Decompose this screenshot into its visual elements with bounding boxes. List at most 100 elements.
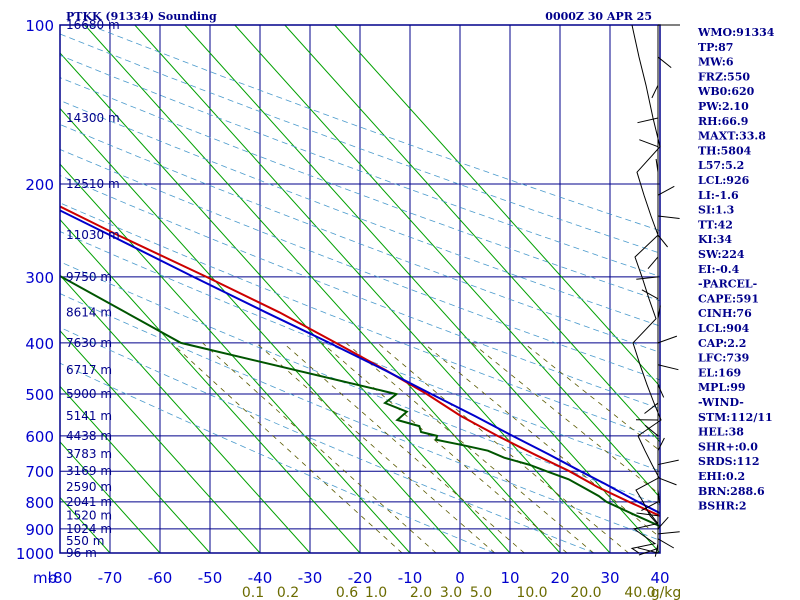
wind-profile [630, 24, 680, 557]
mixing-ratio-line [255, 342, 496, 553]
dry-adiabat-line [60, 148, 660, 381]
dry-adiabat-line [60, 54, 660, 277]
index-value: SHR+:0.0 [698, 440, 758, 453]
mixing-ratio-label: 0.6 [336, 585, 358, 600]
mixing-ratio-label: 1.0 [365, 585, 387, 600]
wind-barb [657, 531, 680, 535]
wind-barb [636, 276, 659, 280]
wind-barb [641, 501, 659, 511]
height-label: 9750 m [66, 270, 112, 284]
pressure-tick-label: 1000 [16, 545, 54, 563]
wind-barb [657, 384, 665, 398]
height-label: 4438 m [66, 429, 112, 443]
skewed-isotherm [60, 163, 411, 553]
pressure-tick-label: 300 [25, 269, 54, 287]
sounding-curves [60, 205, 660, 528]
dry-adiabat-line [60, 77, 660, 302]
temperature-tick-label: -60 [148, 569, 173, 587]
index-value: CAP:2.2 [698, 337, 746, 350]
temperature-tick-label: -30 [298, 569, 323, 587]
wind-barb [657, 56, 672, 68]
mixing-ratio-line [345, 342, 594, 553]
height-label: 8614 m [66, 305, 112, 319]
parcel-line [60, 209, 660, 515]
temperature-tick-label: 0 [455, 569, 465, 587]
wind-barb [636, 512, 659, 517]
height-label: 6717 m [66, 363, 112, 377]
mixing-ratio-line [171, 342, 403, 553]
mixing-ratio-label: 0.1 [242, 585, 264, 600]
temperature-tick-label: -20 [348, 569, 373, 587]
index-value: HEL:38 [698, 426, 744, 439]
index-value: SW:224 [698, 248, 745, 261]
skewed-isotherm [60, 441, 161, 553]
dry-adiabat-line [60, 326, 595, 553]
wind-speed-trace [630, 24, 662, 554]
pressure-tick-label: 600 [25, 428, 54, 446]
index-value: TP:87 [698, 41, 733, 54]
index-value: LCL:904 [698, 322, 750, 335]
temperature-line [60, 205, 660, 517]
height-label: 16680 m [66, 18, 120, 32]
mixing-ratio-line [423, 342, 660, 538]
index-value: LFC:739 [698, 352, 749, 365]
index-value: CINH:76 [698, 307, 752, 320]
mixing-ratio-label: 2.0 [410, 585, 432, 600]
dry-adiabat-line [60, 124, 660, 353]
mixing-ratio-label: 40.0 [624, 585, 655, 600]
skewed-isotherm [134, 25, 611, 553]
temperature-tick-label: -70 [98, 569, 123, 587]
height-label: 2590 m [66, 480, 112, 494]
wind-barb [644, 402, 659, 414]
wind-barb [641, 289, 659, 300]
dry-adiabat-line [88, 25, 660, 232]
temperature-tick-label: 10 [500, 569, 519, 587]
wind-barb [655, 158, 659, 173]
pressure-unit-label: mb [33, 569, 57, 587]
wind-barb [657, 459, 679, 466]
skewed-isotherm [60, 385, 211, 553]
wind-barb [657, 490, 660, 504]
wind-barb [657, 538, 675, 549]
index-value: BRN:288.6 [698, 485, 765, 498]
index-value: EHI:0.2 [698, 470, 745, 483]
height-label: 7630 m [66, 336, 112, 350]
index-value: MAXT:33.8 [698, 130, 766, 143]
mixing-ratio-label: 3.0 [440, 585, 462, 600]
skewed-isotherm [60, 52, 511, 553]
height-label: 96 m [66, 546, 97, 560]
index-value: -WIND- [698, 396, 744, 409]
skewed-isotherm [84, 25, 561, 553]
plot-frame [59, 24, 661, 554]
pressure-tick-label: 100 [25, 17, 54, 35]
mixing-ratio-label: 0.2 [277, 585, 299, 600]
index-value: L57:5.2 [698, 159, 744, 172]
index-value: WMO:91334 [697, 26, 775, 39]
wind-barb [657, 516, 669, 530]
wind-barb [657, 335, 678, 344]
height-label: 11030 m [66, 228, 120, 242]
skewed-isotherm [284, 25, 660, 443]
wind-barb [657, 305, 661, 319]
index-value: LCL:926 [698, 174, 750, 187]
wind-barb [639, 139, 659, 148]
dry-adiabat-line [60, 231, 660, 472]
wind-barb [657, 215, 680, 219]
temperature-tick-label: -40 [248, 569, 273, 587]
index-value: PW:2.10 [698, 100, 749, 113]
index-value: STM:112/11 [698, 411, 773, 424]
temperature-tick-label: 40 [650, 569, 669, 587]
dry-adiabat-line [60, 100, 660, 327]
skewed-isotherm [0, 25, 10, 553]
height-label: 1024 m [66, 522, 112, 536]
mixing-ratio-line [282, 342, 525, 553]
index-value: RH:66.9 [698, 115, 748, 128]
height-label: 3783 m [66, 447, 112, 461]
index-value: TT:42 [698, 218, 733, 231]
mixing-ratio-line [471, 342, 660, 496]
dry-adiabat-line [60, 175, 660, 410]
index-value: BSHR:2 [698, 500, 747, 513]
